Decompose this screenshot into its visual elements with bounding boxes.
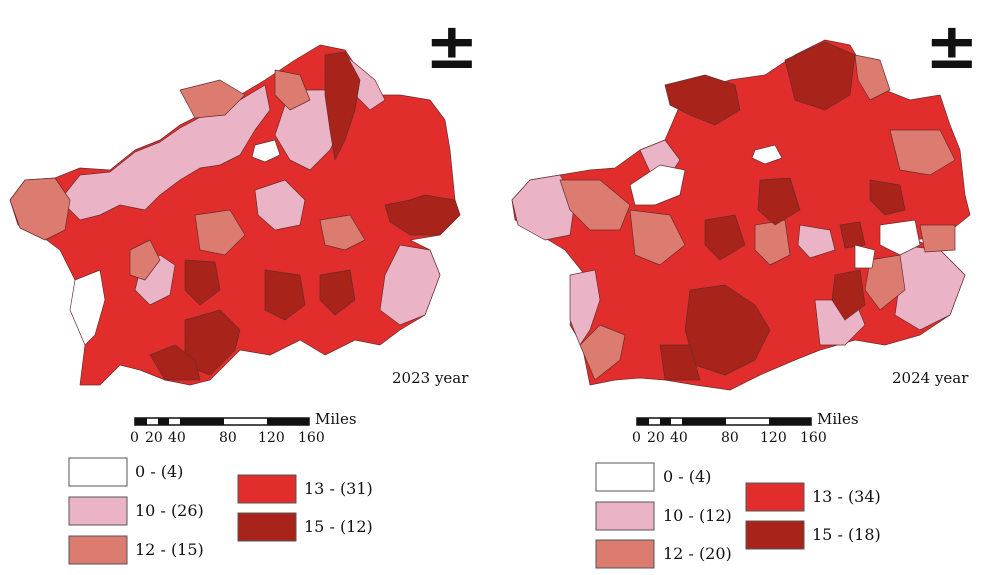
legend-label: 12 - (20) [663,544,732,563]
region [384,194,461,236]
map-panel-2023: ± 2023 year Miles 0 20 40 80 120 160 0 -… [9,10,479,565]
region [684,284,771,376]
legend-label: 13 - (31) [304,479,373,498]
region [59,84,271,221]
region [639,139,681,176]
region [194,209,246,256]
legend-swatch [237,512,297,542]
scale-tick: 80 [721,430,739,446]
region [889,129,956,176]
region [379,244,441,326]
scale-tick: 80 [219,430,237,446]
legend-label: 15 - (12) [304,517,373,536]
region [757,177,801,226]
region [559,179,631,231]
north-arrow-icon: ± [925,10,979,84]
legend-label: 15 - (18) [812,525,881,544]
year-label: 2024 year [892,369,969,387]
scale-unit: Miles [817,410,859,428]
scale-bar: Miles 0 20 40 80 120 160 [130,410,357,446]
region [149,344,201,381]
region [864,254,906,311]
legend-label: 12 - (15) [135,540,204,559]
map-2024: ± 2024 year Miles 0 20 40 80 120 160 0 -… [511,10,979,569]
region [797,224,836,259]
region [9,177,71,241]
region [274,69,311,111]
scale-tick: 20 [145,430,163,446]
region [184,259,221,306]
legend-swatch [68,457,128,487]
region [324,51,361,161]
legend-swatch [595,539,655,569]
scale-tick: 0 [130,430,139,446]
legend-swatch [237,474,297,504]
scale-tick: 120 [258,430,285,446]
legend-label: 0 - (4) [135,462,183,481]
legend-label: 10 - (26) [135,501,204,520]
legend-swatch [68,496,128,526]
region [319,214,366,251]
scale-unit: Miles [315,410,357,428]
legend: 0 - (4) 10 - (26) 12 - (15) 13 - (31) 15… [68,457,373,565]
region [629,209,686,266]
region [69,269,106,346]
region [784,41,856,111]
map-2023: ± 2023 year Miles 0 20 40 80 120 160 0 -… [9,10,479,565]
region [869,179,906,216]
scale-tick: 120 [760,430,787,446]
region [569,269,601,346]
legend-label: 10 - (12) [663,506,732,525]
legend-label: 0 - (4) [663,467,711,486]
year-label: 2023 year [392,369,469,387]
region [664,74,741,126]
region [854,54,891,101]
choropleth-map [511,39,971,391]
scale-tick: 40 [670,430,688,446]
scale-tick: 160 [298,430,325,446]
legend-swatch [68,535,128,565]
choropleth-map [9,44,461,386]
legend: 0 - (4) 10 - (12) 12 - (20) 13 - (34) 15… [595,462,881,569]
region [894,244,966,331]
scale-tick: 40 [168,430,186,446]
region [879,219,921,256]
region [919,224,956,253]
region [319,269,356,316]
legend-swatch [595,501,655,531]
scale-tick: 0 [632,430,641,446]
legend-swatch [595,462,655,492]
legend-label: 13 - (34) [812,487,881,506]
region [179,79,246,119]
region [129,239,161,281]
map-panel-2024: ± 2024 year Miles 0 20 40 80 120 160 0 -… [500,0,1000,575]
region [704,214,746,261]
region [751,144,783,165]
region [254,179,306,231]
region [659,344,701,381]
region [629,164,686,206]
scale-tick: 20 [647,430,665,446]
region [839,221,866,249]
region [831,269,866,321]
north-arrow-icon: ± [425,10,479,84]
legend-swatch [745,482,805,512]
region [854,244,876,269]
legend-swatch [745,520,805,550]
region [579,324,626,381]
region [264,269,306,321]
region [511,174,576,241]
region [251,139,281,163]
scale-tick: 160 [800,430,827,446]
scale-bar: Miles 0 20 40 80 120 160 [632,410,859,446]
